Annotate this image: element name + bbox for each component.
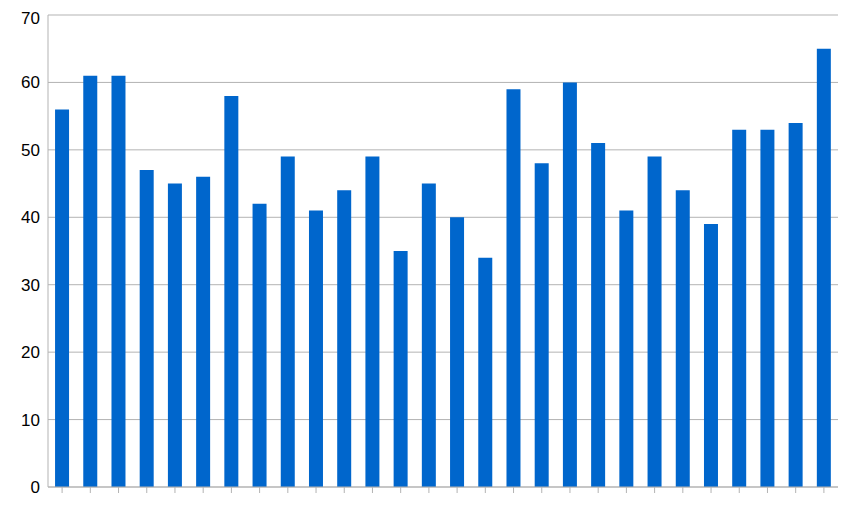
svg-text:70: 70 [21,9,40,28]
svg-text:50: 50 [21,141,40,160]
svg-text:30: 30 [21,276,40,295]
svg-text:20: 20 [21,343,40,362]
svg-text:40: 40 [21,208,40,227]
svg-text:10: 10 [21,411,40,430]
svg-text:0: 0 [31,478,40,497]
svg-text:60: 60 [21,73,40,92]
